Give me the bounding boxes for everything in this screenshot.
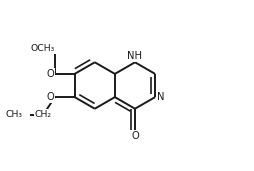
Text: O: O xyxy=(131,131,139,141)
Text: N: N xyxy=(157,92,165,102)
Text: NH: NH xyxy=(128,51,142,61)
Text: CH₂: CH₂ xyxy=(35,110,52,119)
Text: OCH₃: OCH₃ xyxy=(31,44,55,53)
Text: O: O xyxy=(46,69,54,79)
Text: O: O xyxy=(46,92,54,102)
Text: CH₃: CH₃ xyxy=(6,110,23,119)
